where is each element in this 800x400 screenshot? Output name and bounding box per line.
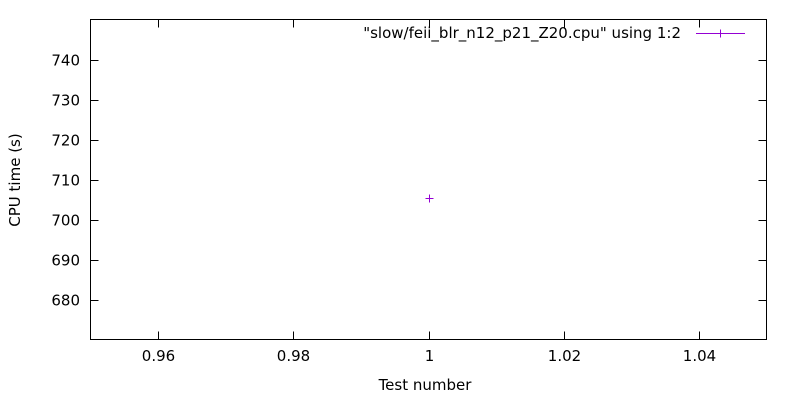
x-axis-label: Test number — [378, 376, 473, 394]
legend-point-sample — [716, 29, 725, 38]
y-tick-label: 690 — [51, 252, 80, 270]
x-tick-label: 1 — [425, 347, 435, 365]
legend-plus-marker — [716, 29, 725, 38]
y-axis-ticks: 680 690 700 710 720 730 740 — [51, 52, 767, 310]
x-tick-label: 0.96 — [142, 347, 175, 365]
x-tick-label: 0.98 — [277, 347, 310, 365]
x-tick-label: 1.04 — [683, 347, 716, 365]
y-tick-label: 700 — [51, 212, 80, 230]
y-axis-label: CPU time (s) — [6, 133, 24, 226]
x-axis-ticks: 0.96 0.98 1 1.02 1.04 — [142, 19, 716, 365]
plot-frame — [90, 19, 767, 340]
y-tick-label: 730 — [51, 92, 80, 110]
data-points — [425, 194, 434, 203]
data-point — [425, 194, 434, 203]
y-tick-label: 680 — [51, 292, 80, 310]
x-tick-label: 1.02 — [548, 347, 581, 365]
y-tick-label: 740 — [51, 52, 80, 70]
y-tick-label: 710 — [51, 172, 80, 190]
legend-label: "slow/feii_blr_n12_p21_Z20.cpu" using 1:… — [363, 24, 681, 43]
legend: "slow/feii_blr_n12_p21_Z20.cpu" using 1:… — [363, 24, 745, 43]
y-tick-label: 720 — [51, 132, 80, 150]
